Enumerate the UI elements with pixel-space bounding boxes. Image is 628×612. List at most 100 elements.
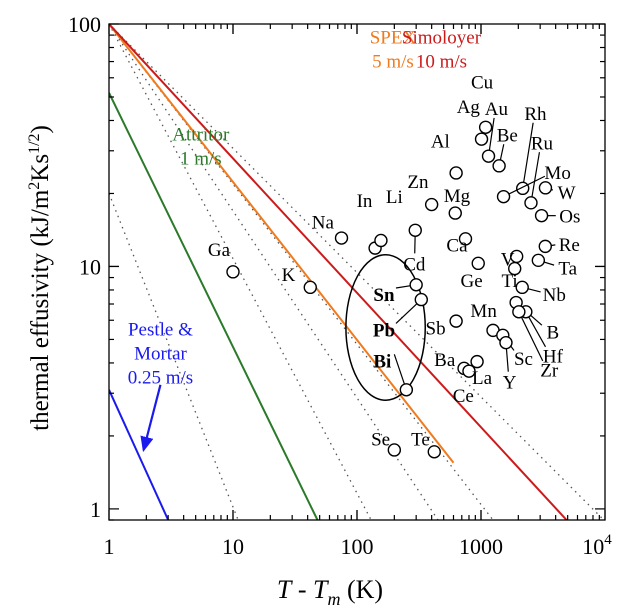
tick-labels: 1 10 100 1000 104 1 10 100 [68,12,612,559]
x-tick-label: 100 [341,534,374,559]
point-label: Cd [403,254,426,275]
data-point [499,335,513,350]
dotted-guide-line-1 [109,24,494,520]
point-label: Na [312,213,335,234]
pestle-arrow [140,384,162,453]
y-tick-label: 1 [90,497,101,522]
point-label: Sn [373,285,395,306]
speed-line-3 [109,24,568,520]
data-point [508,261,522,276]
x-tick-label: 1000 [459,534,503,559]
speed-line-label: 1 m/s [180,149,222,170]
point-label: Zn [407,172,429,193]
data-point [515,280,529,295]
point-label: Ce [453,386,474,407]
data-point [399,383,414,397]
point-label: Sb [426,319,446,340]
point-label: In [357,191,373,212]
leader-line [530,152,541,203]
leader-line [503,175,546,198]
point-label: K [282,265,296,286]
x-tick-label-power: 104 [582,532,612,559]
data-point [387,443,402,457]
data-point [449,166,463,180]
speed-line-label: SPEX [370,28,417,49]
point-label: Ta [558,259,577,280]
data-point [478,120,493,134]
point-label: Pb [373,320,395,341]
speed-annotations: Attritor 1 m/s Pestle & Mortar 0.25 m/s SPEX 5… [128,28,482,453]
data-point [414,292,428,307]
leader-line [522,122,534,189]
point-label: Be [497,126,518,147]
data-point [448,206,462,220]
data-point [458,232,473,246]
point-label: Re [559,235,580,256]
speed-line-label: 5 m/s [372,52,414,73]
point-label: Zr [540,361,559,382]
data-point [474,132,489,146]
point-label: Te [411,430,430,451]
data-point [374,233,388,248]
data-point [471,256,485,271]
point-label: La [472,368,493,389]
speed-line-label: 10 m/s [416,52,467,73]
x-tick-label: 1 [104,534,115,559]
axis-ticks [108,23,606,521]
speed-line-label: Mortar [134,343,187,364]
data-point [512,305,526,319]
data-point [534,208,549,223]
point-label: Ag [457,97,481,118]
point-label: Mn [470,301,497,322]
data-point [470,354,484,369]
speed-line-label: 0.25 m/s [128,367,193,388]
point-label: V [501,249,515,270]
point-label: Hf [543,346,564,367]
point-label: W [558,183,576,204]
sn-pb-bi-group-ellipse [345,254,427,401]
point-label: Bi [373,351,391,372]
speed-line-0 [109,92,319,520]
data-point [481,149,496,163]
plot-frame [108,23,606,521]
data-points [226,117,556,459]
data-point [334,231,349,245]
y-tick-label: 10 [79,254,101,279]
x-tick-label: 10 [222,534,244,559]
speed-line-label: Pestle & [128,319,193,340]
point-label: Sc [514,349,533,370]
speed-line-1 [109,389,170,520]
data-point [516,181,530,196]
point-label: Nb [543,285,566,306]
data-point [538,181,553,195]
data-point [538,239,552,254]
point-label: Li [386,187,403,208]
data-point [226,265,240,279]
point-label: Cu [471,72,494,93]
y-axis-label: thermal effusivity (kJ/m2Ks1/2) [26,125,54,431]
speed-line-label: Simoloyer [402,28,482,49]
data-point [524,196,538,210]
point-label: Y [503,373,517,394]
point-label: Au [485,99,509,120]
point-label: Ru [531,133,554,154]
speed-lines [109,24,568,520]
data-point [492,159,506,173]
point-label: Mg [444,186,471,207]
point-label: Al [431,132,450,153]
data-point [449,314,463,328]
point-label: Os [559,207,580,228]
data-point [303,280,317,295]
point-label: Ge [461,271,483,292]
y-tick-label: 100 [68,12,101,37]
point-label: Ba [434,350,456,371]
point-label: Ti [501,271,517,292]
data-point [408,223,422,237]
speed-line-label: Attritor [172,125,230,146]
point-label: B [547,322,560,343]
point-label: Rh [524,104,547,125]
data-point [409,278,423,292]
data-point [531,253,546,268]
